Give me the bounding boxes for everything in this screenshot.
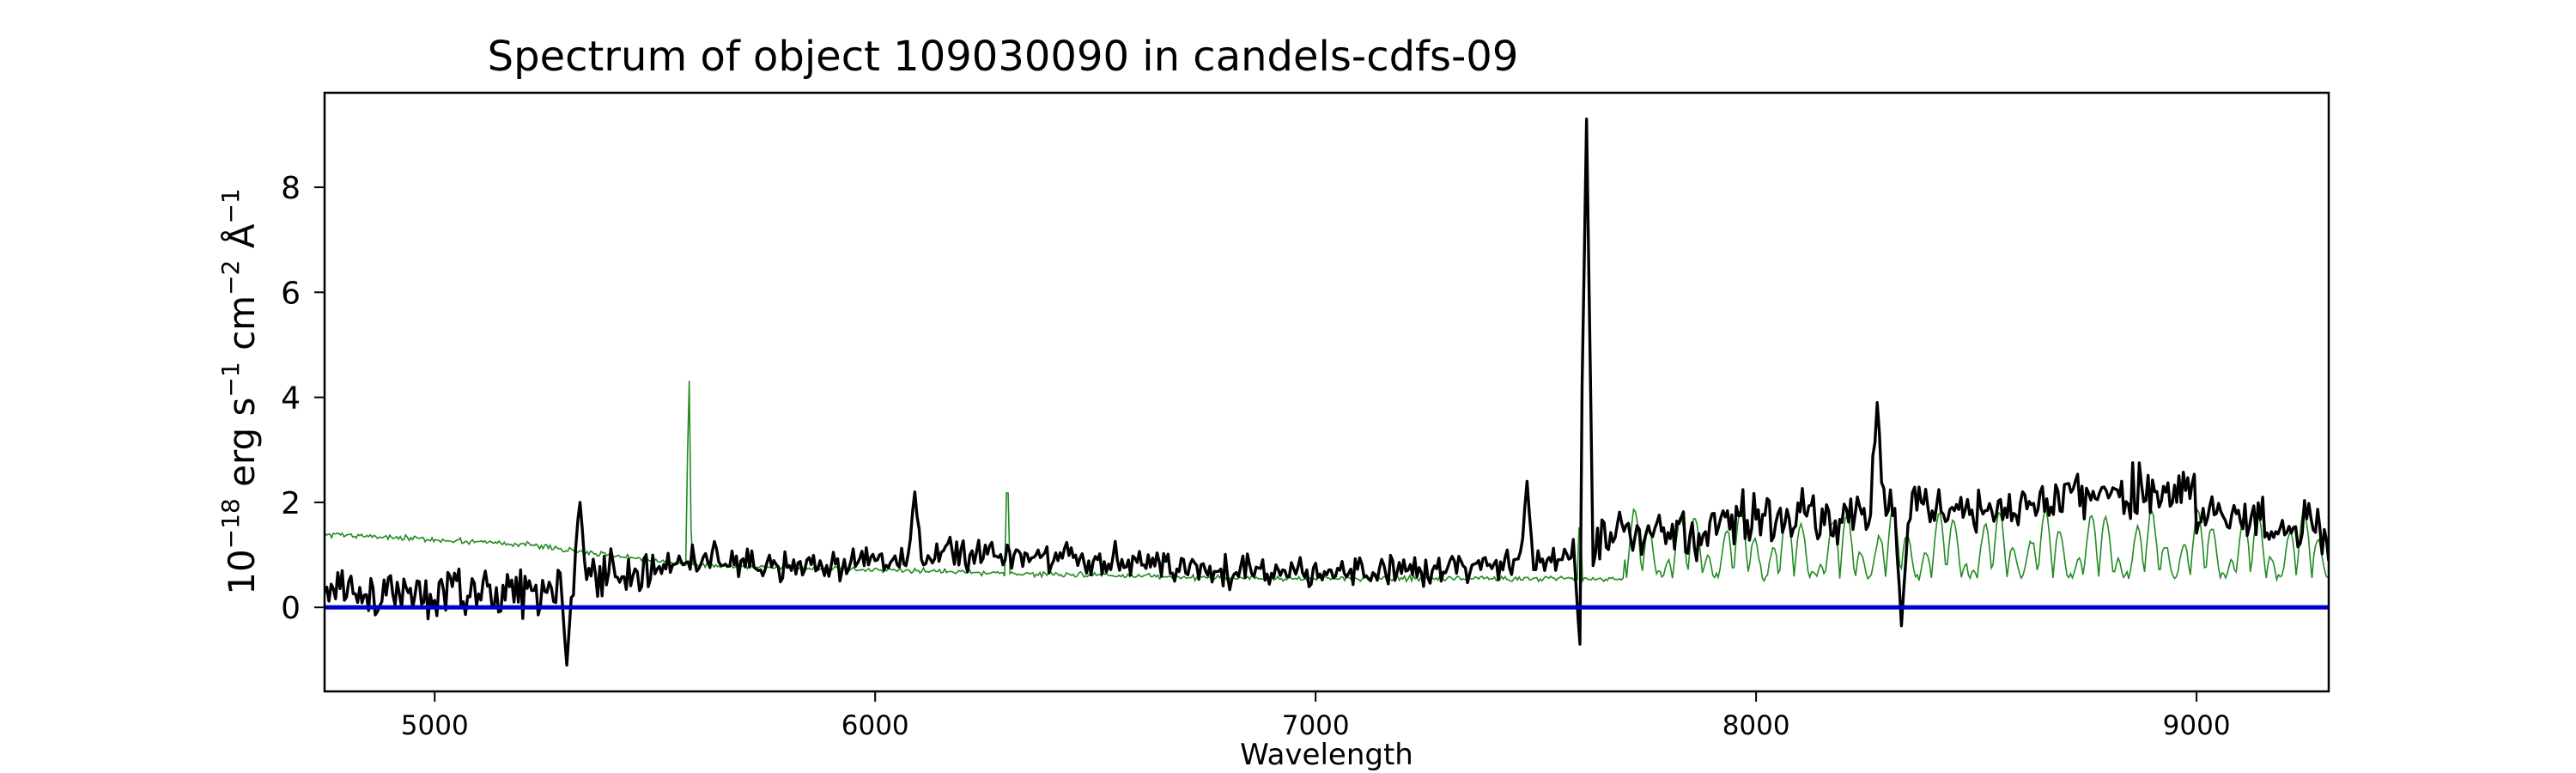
y-label-text2: cm [221, 295, 263, 362]
y-tick-label: 4 [281, 381, 301, 417]
x-axis: 5000 6000 7000 8000 9000 [401, 691, 2231, 741]
plot-frame [323, 91, 2330, 693]
y-label-text1: erg s [221, 398, 263, 499]
plot-area [325, 117, 2329, 667]
y-label-exp3: −2 [216, 260, 245, 295]
y-label-exp2: −1 [216, 362, 245, 397]
y-tick-label: 2 [281, 486, 301, 521]
x-tick-label: 8000 [1722, 710, 1790, 741]
y-label-text3: Å [220, 223, 263, 259]
y-axis-label: 10−18 erg s−1 cm−2 Å−1 [216, 188, 263, 594]
flux-series-line [325, 117, 2329, 667]
x-tick-label: 7000 [1282, 710, 1350, 741]
y-tick-label: 8 [281, 171, 301, 206]
y-tick-label: 0 [281, 591, 301, 626]
y-label-base: 10 [221, 549, 263, 594]
x-tick-label: 5000 [401, 710, 469, 741]
y-label-exp4: −1 [216, 188, 245, 223]
y-axis: 0 2 4 6 8 [281, 171, 325, 626]
x-axis-label: Wavelength [1240, 738, 1413, 772]
x-tick-label: 9000 [2163, 710, 2231, 741]
chart-title: Spectrum of object 109030090 in candels-… [488, 33, 1519, 81]
x-tick-label: 6000 [841, 710, 909, 741]
y-label-exp: −18 [216, 498, 245, 549]
sky-model-line [325, 380, 2329, 584]
y-tick-label: 6 [281, 276, 301, 311]
